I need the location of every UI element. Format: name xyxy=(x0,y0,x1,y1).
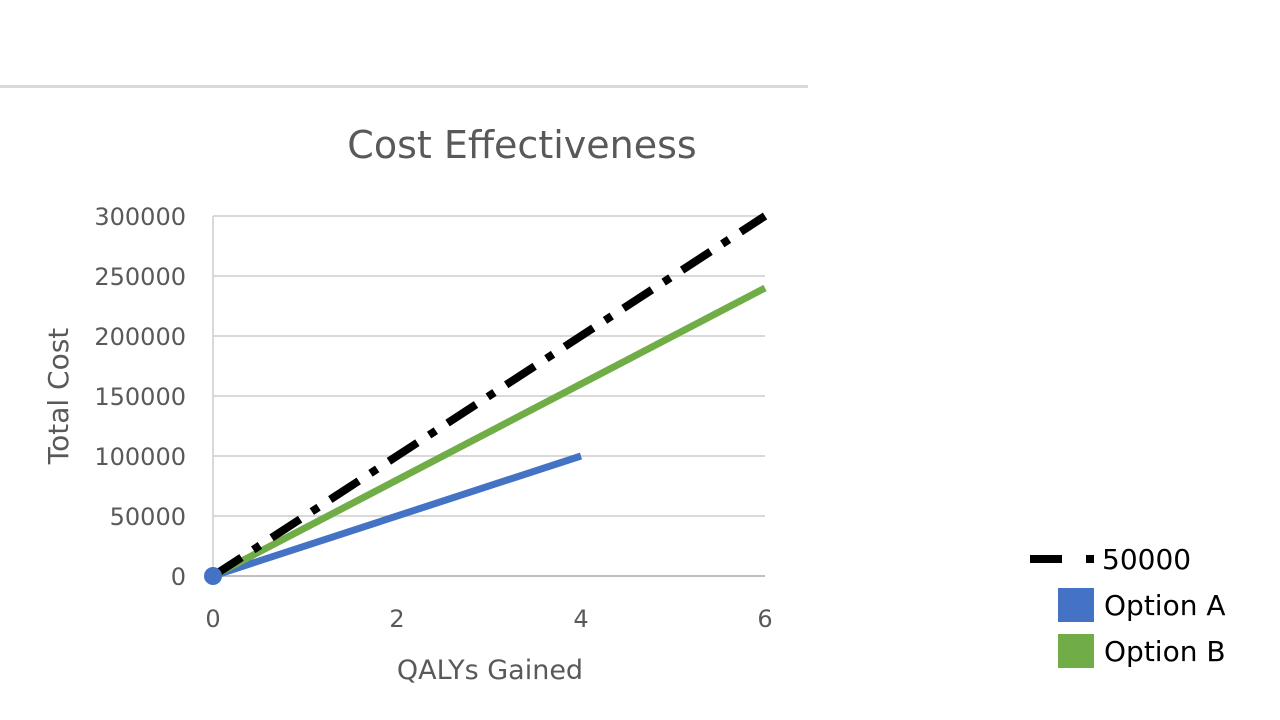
top-divider xyxy=(0,85,808,88)
legend-label-option-b: Option B xyxy=(1104,634,1226,668)
x-axis-label: QALYs Gained xyxy=(397,655,583,686)
y-tick-label: 300000 xyxy=(94,203,186,231)
legend-label-option-a: Option A xyxy=(1104,588,1226,622)
x-tick-label: 6 xyxy=(757,605,772,633)
series-line-50000 xyxy=(210,212,768,580)
gridlines xyxy=(212,215,765,577)
y-tick-label: 150000 xyxy=(94,383,186,411)
data-point-marker xyxy=(204,567,222,585)
y-tick-label: 0 xyxy=(171,563,186,591)
x-tick-labels: 0 2 4 6 xyxy=(205,605,772,633)
x-tick-label: 0 xyxy=(205,605,220,633)
y-tick-label: 50000 xyxy=(110,503,186,531)
legend-swatch-option-b xyxy=(1058,634,1094,668)
legend-label-50000: 50000 xyxy=(1102,542,1192,576)
legend-item-50000: 50000 xyxy=(1030,536,1226,582)
y-tick-label: 250000 xyxy=(94,263,186,291)
y-tick-labels: 0 50000 100000 150000 200000 250000 300000 xyxy=(94,203,186,591)
y-tick-label: 200000 xyxy=(94,323,186,351)
x-tick-label: 2 xyxy=(389,605,404,633)
series-lines xyxy=(210,212,768,580)
legend-item-option-a: Option A xyxy=(1030,582,1226,628)
legend: 50000 Option A Option B xyxy=(1030,536,1226,674)
y-tick-label: 100000 xyxy=(94,443,186,471)
series-line-option-a xyxy=(211,452,583,580)
dash-dot-line-icon xyxy=(1030,541,1094,577)
chart-title: Cost Effectiveness xyxy=(347,123,696,167)
series-line-option-b xyxy=(211,284,767,580)
y-axis-label: Total Cost xyxy=(42,328,75,466)
x-tick-label: 4 xyxy=(573,605,588,633)
legend-swatch-option-a xyxy=(1058,588,1094,622)
legend-item-option-b: Option B xyxy=(1030,628,1226,674)
data-markers xyxy=(204,567,222,585)
